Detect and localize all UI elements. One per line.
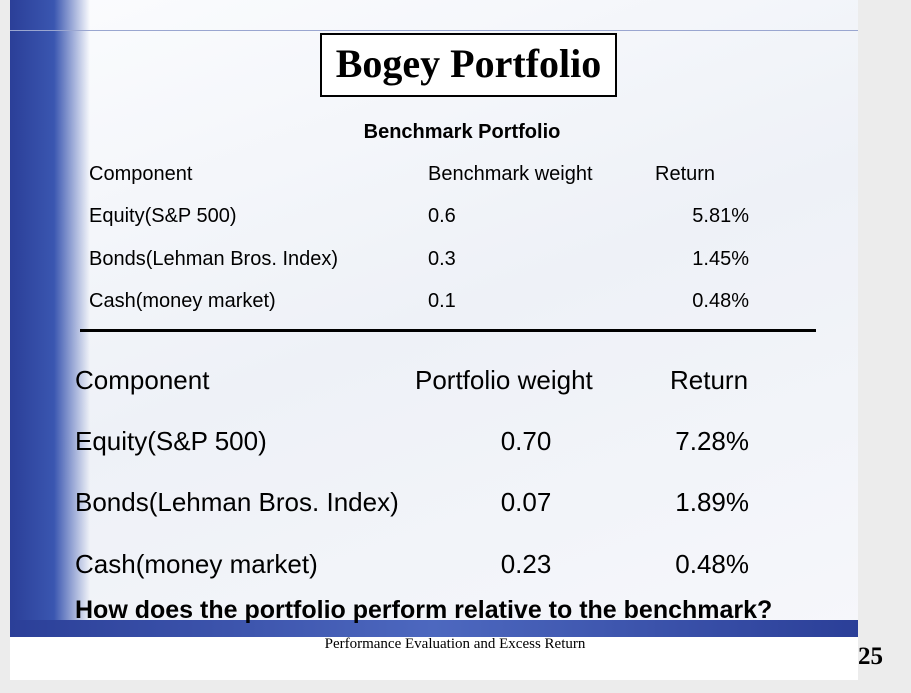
header-cell: Component bbox=[75, 365, 210, 395]
cell: Cash(money market) bbox=[89, 290, 276, 312]
cell: Bonds(Lehman Bros. Index) bbox=[75, 487, 399, 517]
cell: 1.89% bbox=[675, 487, 749, 517]
cell: 5.81% bbox=[692, 205, 749, 227]
slide-title: Bogey Portfolio bbox=[320, 33, 617, 97]
cell: 7.28% bbox=[675, 426, 749, 456]
cell: Bonds(Lehman Bros. Index) bbox=[89, 248, 339, 270]
cell: 1.45% bbox=[692, 248, 749, 270]
cell: 0.48% bbox=[675, 549, 749, 579]
bottom-band bbox=[10, 620, 858, 637]
footer: Performance Evaluation and Excess Return bbox=[324, 636, 586, 652]
cell: 0.07 bbox=[500, 487, 552, 517]
footer-area bbox=[10, 637, 858, 680]
cell: Cash(money market) bbox=[75, 549, 318, 579]
cell: 0.48% bbox=[692, 290, 749, 312]
divider bbox=[80, 329, 816, 332]
slide-background bbox=[10, 0, 858, 637]
header-cell: Return bbox=[670, 365, 749, 395]
cell: 0.70 bbox=[500, 426, 552, 456]
cell: Equity(S&P 500) bbox=[75, 426, 267, 456]
header-cell: Portfolio weight bbox=[415, 365, 593, 395]
top-line bbox=[10, 30, 858, 31]
cell: Equity(S&P 500) bbox=[89, 205, 237, 227]
cell: 0.23 bbox=[500, 549, 552, 579]
header-cell: Component bbox=[89, 163, 193, 185]
side-bar bbox=[10, 0, 90, 637]
cell: 0.3 bbox=[428, 248, 456, 270]
cell: 0.6 bbox=[428, 205, 456, 227]
page-number: 25 bbox=[858, 643, 883, 670]
header-cell: Benchmark weight bbox=[428, 163, 593, 185]
cell: 0.1 bbox=[428, 290, 456, 312]
table-title: Benchmark Portfolio bbox=[363, 121, 561, 143]
header-cell: Return bbox=[655, 163, 716, 185]
question: How does the portfolio perform relative … bbox=[75, 596, 773, 624]
